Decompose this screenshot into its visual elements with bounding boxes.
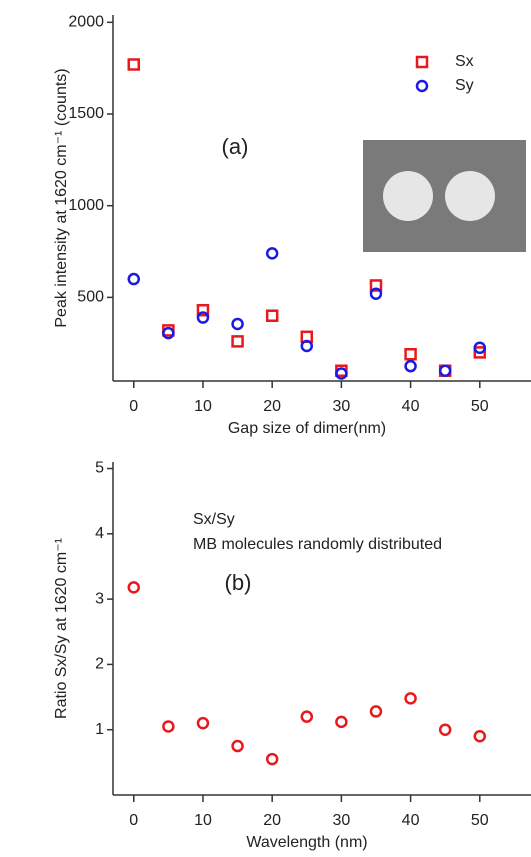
marker-circle (404, 692, 417, 705)
y-axis-label: Ratio Sx/Sy at 1620 cm⁻¹ (53, 538, 70, 719)
y-tick-label: 2 (95, 656, 104, 673)
x-tick-label: 50 (471, 812, 489, 829)
marker-circle (404, 359, 417, 373)
y-tick-label: 5 (95, 460, 104, 477)
marker-square (231, 335, 244, 348)
marker-square (473, 346, 487, 359)
marker-circle (473, 729, 487, 743)
marker-circle (265, 752, 279, 766)
x-tick-label: 0 (129, 398, 138, 415)
marker-square (196, 303, 210, 317)
marker-circle (438, 364, 452, 377)
x-tick-label: 40 (402, 398, 420, 415)
x-tick-label: 20 (263, 398, 281, 415)
marker-circle (473, 341, 487, 355)
legend-label: Sy (455, 77, 474, 94)
x-tick-label: 30 (332, 398, 350, 415)
y-tick-label: 1500 (68, 105, 104, 122)
x-tick-label: 10 (194, 398, 212, 415)
x-axis-label: Gap size of dimer(nm) (228, 420, 386, 437)
y-tick-label: 1000 (68, 197, 104, 214)
marker-square (415, 55, 429, 69)
marker-circle (265, 247, 279, 260)
x-tick-label: 50 (471, 398, 489, 415)
marker-circle (231, 739, 244, 753)
marker-circle (335, 715, 348, 729)
marker-circle (415, 79, 429, 93)
marker-circle (300, 339, 314, 353)
panel-label: (b) (225, 570, 252, 595)
marker-circle (438, 723, 452, 736)
marker-circle (300, 710, 314, 723)
x-tick-label: 30 (332, 812, 350, 829)
marker-circle (127, 581, 141, 594)
y-tick-label: 3 (95, 590, 104, 607)
marker-circle (127, 272, 141, 286)
y-axis-label: Peak intensity at 1620 cm⁻¹ (counts) (53, 68, 70, 327)
marker-square (369, 279, 383, 292)
x-axis-label: Wavelength (nm) (246, 834, 367, 851)
x-tick-label: 20 (263, 812, 281, 829)
y-tick-label: 1 (95, 721, 104, 738)
panel-label: (a) (222, 134, 249, 159)
marker-circle (196, 311, 210, 324)
marker-square (404, 347, 417, 361)
annotation: MB molecules randomly distributed (193, 536, 442, 553)
x-tick-label: 40 (402, 812, 420, 829)
marker-circle (196, 716, 210, 730)
marker-circle (231, 317, 244, 331)
marker-circle (162, 720, 175, 733)
x-tick-label: 0 (129, 812, 138, 829)
marker-circle (369, 287, 383, 300)
y-tick-label: 4 (95, 525, 104, 542)
inset-image (363, 140, 526, 252)
marker-circle (369, 705, 383, 718)
marker-circle (335, 367, 348, 380)
y-tick-label: 500 (77, 289, 104, 306)
marker-circle (162, 326, 175, 340)
legend-label: Sx (455, 53, 474, 70)
marker-square (127, 58, 141, 71)
y-tick-label: 2000 (68, 14, 104, 31)
annotation: Sx/Sy (193, 511, 235, 528)
x-tick-label: 10 (194, 812, 212, 829)
marker-square (265, 309, 279, 322)
